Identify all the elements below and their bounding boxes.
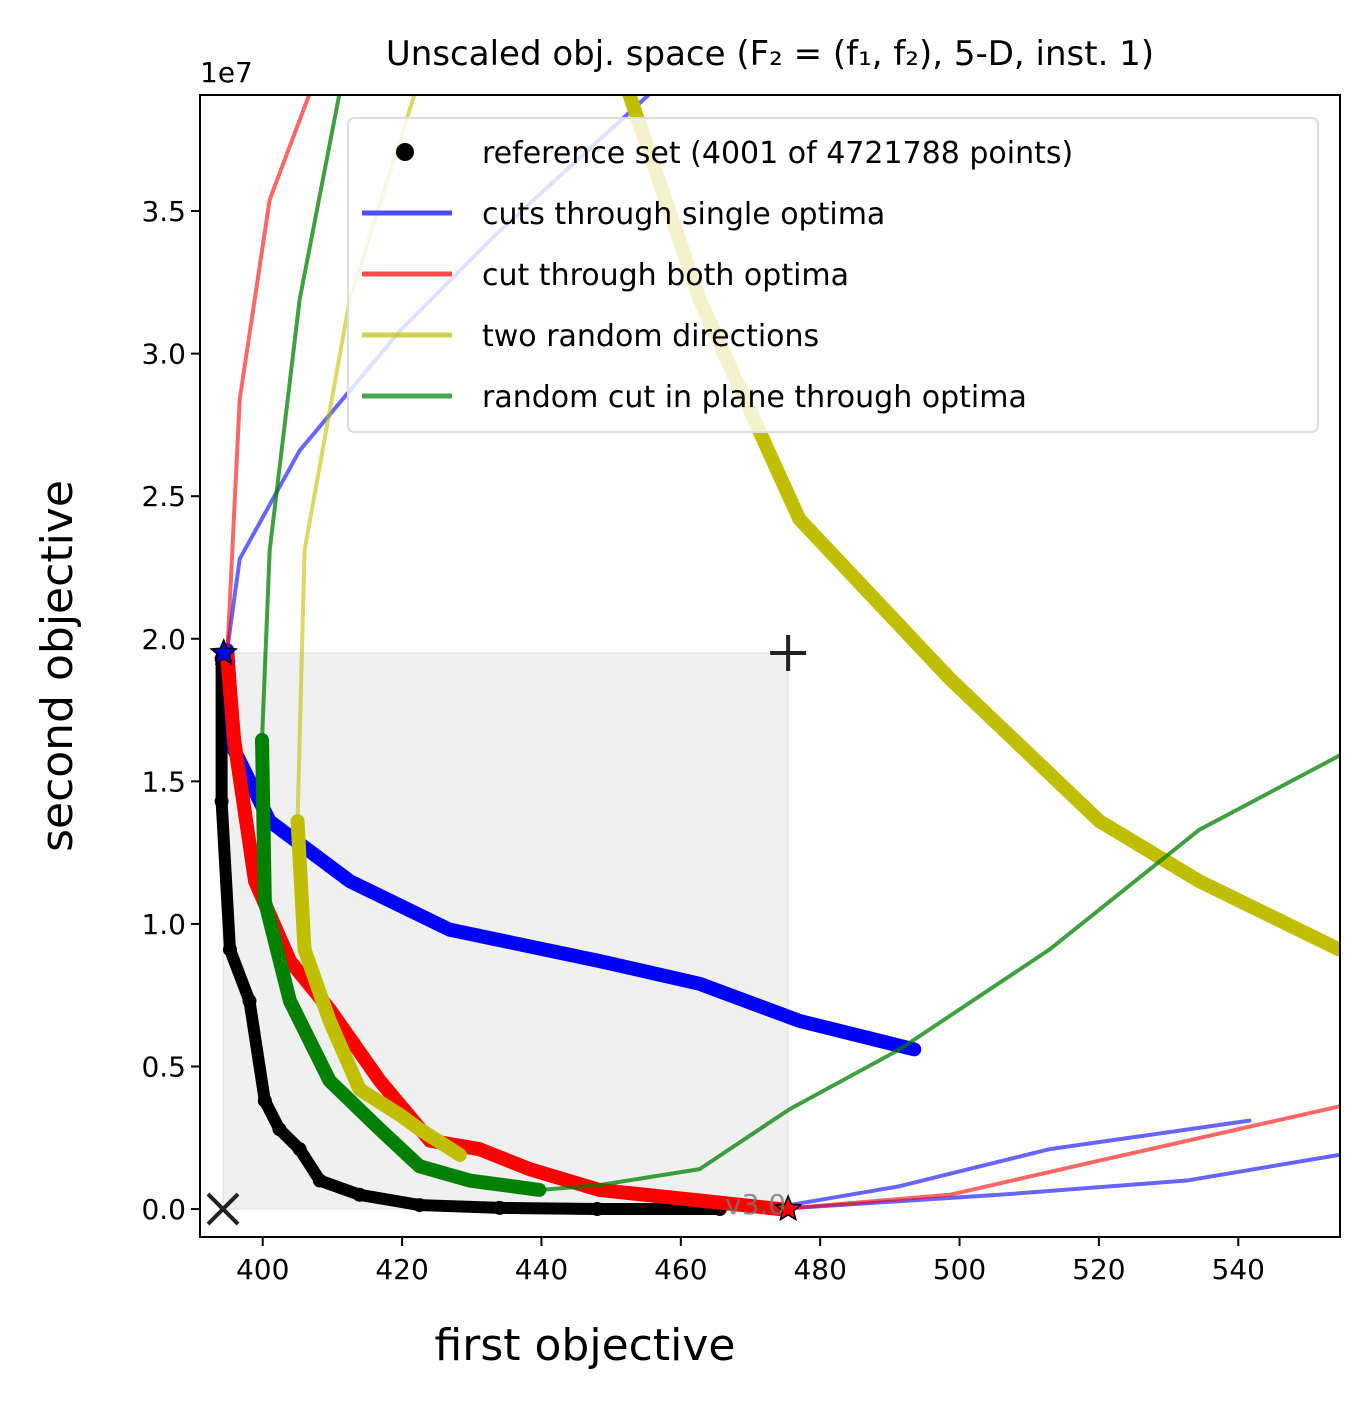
y-tick-label: 2.0 <box>141 623 186 656</box>
legend-label: random cut in plane through optima <box>482 380 1027 415</box>
x-tick-label: 460 <box>654 1253 707 1286</box>
axis-offset-label: 1e7 <box>200 56 253 89</box>
optimum-star <box>773 1194 803 1222</box>
y-tick-label: 0.0 <box>141 1193 186 1226</box>
y-tick-label: 2.5 <box>141 480 186 513</box>
reference-point <box>352 1187 367 1202</box>
dominated-region <box>222 652 789 1210</box>
version-annotation: v3.0 <box>725 1188 786 1221</box>
reference-point <box>292 1142 307 1157</box>
x-tick-label: 480 <box>793 1253 846 1286</box>
chart-title: Unscaled obj. space (F₂ = (f₁, f₂), 5-D,… <box>386 34 1154 74</box>
plot-area <box>214 95 1340 1217</box>
legend-label: reference set (4001 of 4721788 points) <box>482 136 1073 171</box>
x-tick-label: 440 <box>515 1253 568 1286</box>
y-tick-label: 1.5 <box>141 765 186 798</box>
x-tick-label: 540 <box>1212 1253 1265 1286</box>
reference-point <box>214 794 229 809</box>
nadir-point <box>770 635 807 672</box>
legend-box <box>347 117 1319 433</box>
x-tick-label: 400 <box>236 1253 289 1286</box>
reference-point <box>590 1202 605 1217</box>
legend-marker <box>396 143 414 161</box>
series-line <box>787 1118 1252 1208</box>
x-tick-label: 520 <box>1072 1253 1125 1286</box>
series-line <box>255 732 547 1197</box>
series-line <box>537 753 1340 1192</box>
reference-point <box>257 1093 272 1108</box>
y-axis-label: second objective <box>32 480 83 852</box>
legend: reference set (4001 of 4721788 points) cu… <box>347 117 1319 433</box>
y-tick-label: 1.0 <box>141 908 186 941</box>
series-line <box>260 95 342 742</box>
y-tick-label: 0.5 <box>141 1050 186 1083</box>
reference-point <box>242 993 257 1008</box>
series-line <box>225 95 312 658</box>
optimum-star <box>209 638 238 666</box>
series-line <box>787 1152 1340 1211</box>
x-tick-label: 420 <box>375 1253 428 1286</box>
legend-label: cut through both optima <box>482 258 849 293</box>
plot-frame <box>199 94 1341 1238</box>
series-line <box>290 814 467 1162</box>
reference-point <box>312 1173 327 1188</box>
series-line <box>777 1104 1340 1212</box>
reference-point <box>492 1200 507 1215</box>
ideal-point <box>206 1192 240 1226</box>
x-tick-label: 500 <box>933 1253 986 1286</box>
reference-point <box>222 942 237 957</box>
y-tick-label: 3.0 <box>141 338 186 371</box>
legend-label: two random directions <box>482 319 819 354</box>
y-tick-label: 3.5 <box>141 195 186 228</box>
legend-label: cuts through single optima <box>482 197 885 232</box>
reference-point <box>272 1122 287 1137</box>
x-axis-label: first objective <box>435 1320 736 1371</box>
reference-point <box>412 1198 427 1213</box>
